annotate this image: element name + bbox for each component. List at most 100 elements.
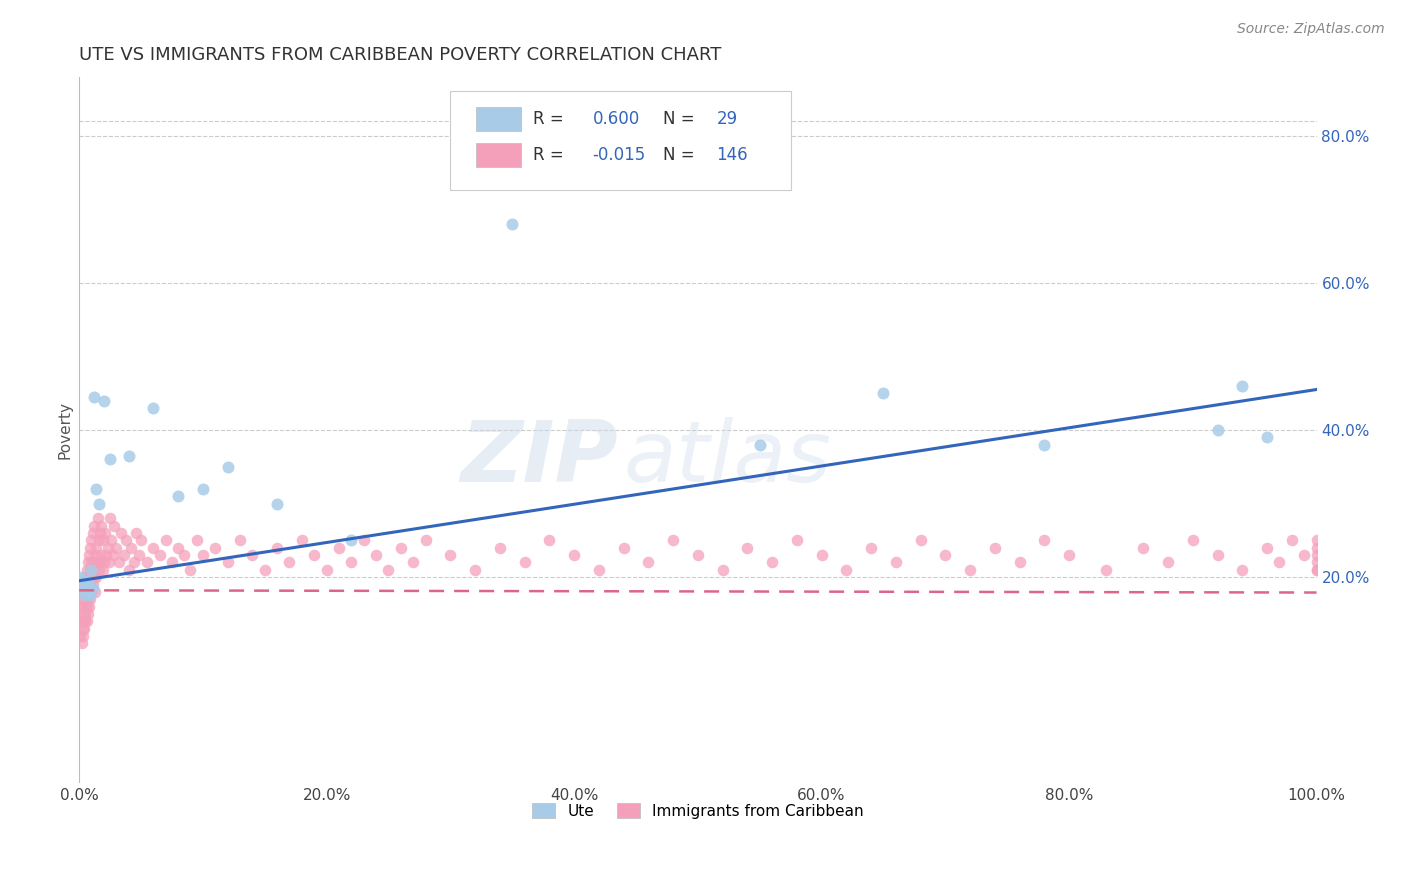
Point (73, 622, 96, 636)
Point (191, 548, 214, 562)
Point (83, 390, 105, 404)
Point (872, 386, 894, 401)
Point (79, 589, 101, 603)
Point (439, 548, 461, 562)
Point (291, 533, 314, 548)
Point (87, 563, 110, 577)
Point (93, 555, 115, 569)
Point (1305, 533, 1327, 548)
Point (86, 482, 108, 496)
Y-axis label: Poverty: Poverty (58, 401, 72, 459)
Text: 0.600: 0.600 (593, 111, 640, 128)
Point (464, 563, 486, 577)
Point (136, 555, 159, 569)
Point (72, 592, 94, 607)
Point (76, 592, 98, 607)
Point (662, 533, 685, 548)
Text: ZIP: ZIP (460, 417, 617, 500)
Point (860, 541, 883, 555)
Point (75, 614, 97, 628)
Point (80, 533, 103, 548)
Point (82, 581, 104, 595)
Point (97, 541, 120, 555)
Text: N =: N = (664, 145, 700, 163)
Point (83, 518, 105, 533)
Point (1157, 555, 1180, 569)
Point (69, 570, 91, 584)
Point (501, 217, 523, 231)
Point (984, 541, 1007, 555)
Point (637, 555, 659, 569)
Point (101, 548, 124, 562)
Point (117, 563, 139, 577)
Point (76, 577, 98, 591)
Point (613, 541, 636, 555)
FancyBboxPatch shape (477, 143, 520, 167)
Point (91, 533, 114, 548)
Point (72, 629, 94, 643)
Point (1232, 379, 1254, 393)
Point (167, 541, 190, 555)
Point (1256, 430, 1278, 444)
Point (835, 563, 858, 577)
FancyBboxPatch shape (450, 91, 790, 190)
Point (366, 548, 388, 562)
Point (1206, 548, 1229, 562)
Point (415, 533, 437, 548)
Text: 146: 146 (717, 145, 748, 163)
Point (77, 548, 100, 562)
Point (1305, 563, 1327, 577)
Point (562, 548, 585, 562)
Point (217, 555, 239, 569)
Point (84, 584, 107, 599)
Point (84, 548, 107, 562)
Point (328, 541, 350, 555)
Point (79, 577, 101, 591)
Point (103, 518, 125, 533)
Point (179, 563, 201, 577)
Point (1132, 541, 1154, 555)
Point (229, 533, 252, 548)
Point (87, 533, 110, 548)
Point (167, 489, 190, 503)
Point (83, 555, 105, 569)
Point (142, 401, 165, 415)
Point (69, 629, 91, 643)
Point (96, 548, 118, 562)
Point (82, 577, 104, 591)
Point (72, 622, 94, 636)
Point (75, 589, 97, 603)
Point (204, 541, 226, 555)
Point (76, 599, 98, 614)
Point (117, 449, 139, 463)
Point (80, 563, 103, 577)
Point (98, 452, 121, 467)
Point (389, 541, 412, 555)
Point (76, 574, 98, 588)
Point (87, 496, 110, 510)
Point (77, 584, 100, 599)
Text: Source: ZipAtlas.com: Source: ZipAtlas.com (1237, 22, 1385, 37)
Point (959, 563, 981, 577)
Point (73, 614, 96, 628)
Point (884, 555, 907, 569)
Text: 29: 29 (717, 111, 738, 128)
Point (253, 563, 276, 577)
Point (1268, 555, 1291, 569)
Point (100, 533, 122, 548)
Point (217, 459, 239, 474)
Point (70, 614, 93, 628)
Text: UTE VS IMMIGRANTS FROM CARIBBEAN POVERTY CORRELATION CHART: UTE VS IMMIGRANTS FROM CARIBBEAN POVERTY… (79, 46, 721, 64)
Point (711, 563, 734, 577)
Point (786, 533, 808, 548)
Point (1033, 533, 1056, 548)
Point (402, 555, 425, 569)
Point (112, 548, 135, 562)
Point (1232, 563, 1254, 577)
Point (76, 614, 98, 628)
Point (1305, 555, 1327, 569)
Point (69, 599, 91, 614)
Point (761, 555, 783, 569)
Point (1008, 555, 1031, 569)
Point (1206, 423, 1229, 437)
